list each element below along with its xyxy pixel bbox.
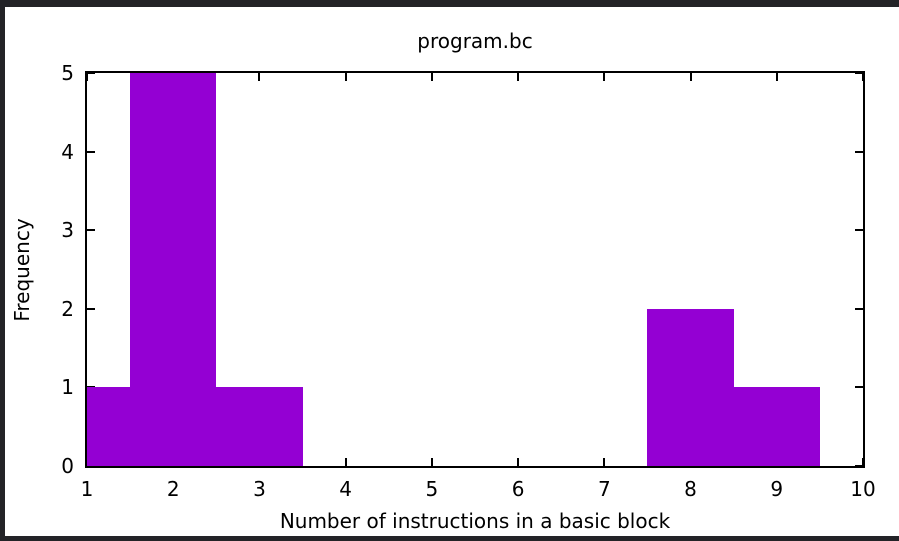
x-tick-label: 4 [339,477,353,501]
x-tick-mark-bottom [517,458,520,466]
y-tick-mark-left [87,150,95,153]
x-tick-label: 7 [597,477,611,501]
x-tick-label: 2 [166,477,180,501]
x-tick-mark-bottom [862,458,863,466]
y-tick-mark-left [87,229,95,232]
histogram-bar [216,387,303,466]
x-tick-mark-top [258,73,261,81]
x-tick-label: 8 [684,477,697,501]
window-edge-top [0,0,899,7]
x-tick-mark-top [430,73,433,81]
x-tick-mark-top [862,73,863,81]
chart-title: program.bc [417,29,533,53]
x-tick-mark-bottom [344,458,347,466]
histogram-bar [733,387,820,466]
y-tick-mark-right [855,307,863,310]
x-tick-mark-top [87,73,88,81]
x-tick-label: 3 [253,477,266,501]
y-tick-label: 5 [61,61,74,85]
x-tick-label: 5 [425,477,439,501]
x-tick-mark-top [689,73,692,81]
x-tick-label: 6 [511,477,525,501]
histogram-bar [130,73,217,466]
x-tick-label: 9 [770,477,784,501]
histogram-bar [647,308,734,466]
y-tick-label: 2 [61,296,74,321]
x-tick-mark-top [517,73,520,81]
window-edge-left [0,0,5,541]
y-tick-mark-left [87,73,95,74]
x-tick-mark-top [775,73,778,81]
x-axis-label: Number of instructions in a basic block [279,509,671,533]
histogram-bar [87,387,131,466]
y-tick-label: 3 [61,218,74,243]
plot-area [85,71,865,468]
x-tick-label: 1 [80,477,94,501]
x-tick-mark-bottom [430,458,433,466]
window-edge-bottom [0,536,899,541]
y-tick-mark-right [855,73,863,74]
y-tick-mark-left [87,307,95,310]
y-tick-mark-right [855,150,863,153]
x-tick-mark-top [603,73,606,81]
y-tick-mark-right [855,229,863,232]
y-tick-label: 0 [61,454,74,478]
x-tick-mark-bottom [603,458,606,466]
x-tick-mark-top [344,73,347,81]
y-tick-label: 4 [61,139,74,164]
y-tick-label: 1 [61,375,74,400]
x-tick-label: 10 [850,477,876,501]
y-tick-mark-right [855,386,863,389]
y-tick-mark-right [855,465,863,466]
